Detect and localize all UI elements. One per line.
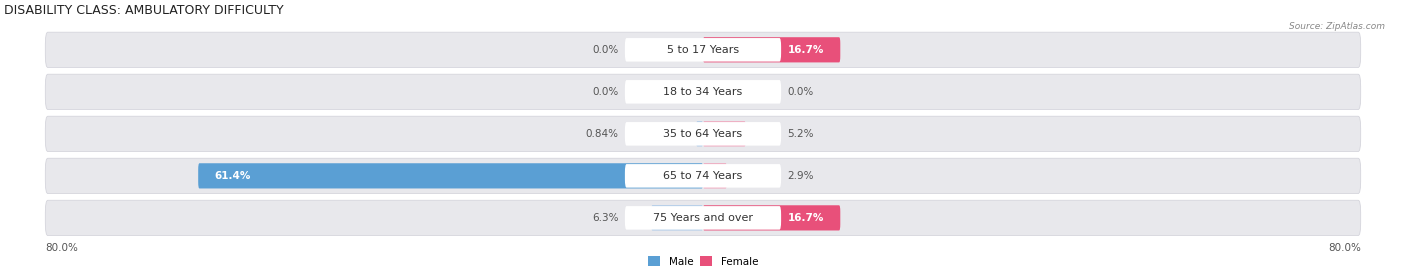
Text: DISABILITY CLASS: AMBULATORY DIFFICULTY: DISABILITY CLASS: AMBULATORY DIFFICULTY — [4, 4, 284, 17]
Text: 35 to 64 Years: 35 to 64 Years — [664, 129, 742, 139]
Legend: Male, Female: Male, Female — [648, 256, 758, 267]
FancyBboxPatch shape — [651, 205, 703, 231]
FancyBboxPatch shape — [703, 37, 841, 62]
Text: 0.0%: 0.0% — [592, 87, 619, 97]
FancyBboxPatch shape — [624, 206, 782, 230]
Text: 16.7%: 16.7% — [787, 213, 824, 223]
Text: 0.84%: 0.84% — [585, 129, 619, 139]
FancyBboxPatch shape — [703, 163, 727, 189]
FancyBboxPatch shape — [624, 80, 782, 104]
FancyBboxPatch shape — [45, 200, 1361, 236]
FancyBboxPatch shape — [45, 116, 1361, 151]
Text: 5.2%: 5.2% — [787, 129, 814, 139]
FancyBboxPatch shape — [45, 32, 1361, 68]
Text: 0.0%: 0.0% — [787, 87, 814, 97]
Text: 65 to 74 Years: 65 to 74 Years — [664, 171, 742, 181]
Text: Source: ZipAtlas.com: Source: ZipAtlas.com — [1289, 22, 1385, 30]
Text: 80.0%: 80.0% — [45, 243, 79, 253]
Text: 6.3%: 6.3% — [592, 213, 619, 223]
FancyBboxPatch shape — [624, 164, 782, 187]
FancyBboxPatch shape — [703, 121, 745, 146]
Text: 0.0%: 0.0% — [592, 45, 619, 55]
Text: 2.9%: 2.9% — [787, 171, 814, 181]
FancyBboxPatch shape — [624, 122, 782, 146]
Text: 5 to 17 Years: 5 to 17 Years — [666, 45, 740, 55]
FancyBboxPatch shape — [45, 74, 1361, 109]
Text: 61.4%: 61.4% — [215, 171, 252, 181]
Text: 80.0%: 80.0% — [1327, 243, 1361, 253]
FancyBboxPatch shape — [198, 163, 703, 189]
FancyBboxPatch shape — [45, 158, 1361, 193]
Text: 16.7%: 16.7% — [787, 45, 824, 55]
Text: 75 Years and over: 75 Years and over — [652, 213, 754, 223]
FancyBboxPatch shape — [696, 121, 703, 146]
FancyBboxPatch shape — [703, 205, 841, 231]
FancyBboxPatch shape — [624, 38, 782, 62]
Text: 18 to 34 Years: 18 to 34 Years — [664, 87, 742, 97]
